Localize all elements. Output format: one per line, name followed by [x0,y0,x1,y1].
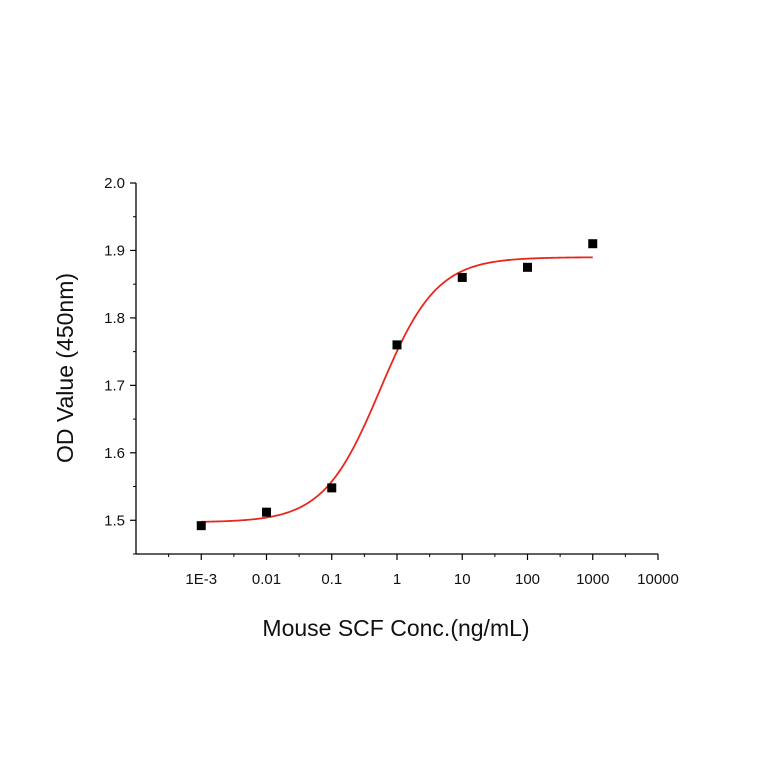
y-tick-label: 1.8 [104,310,125,327]
y-tick-label: 1.5 [104,512,125,529]
x-axis-title: Mouse SCF Conc.(ng/mL) [262,615,529,641]
x-tick-label: 100 [515,571,540,588]
axes-layer: 1.5 1.6 1.7 1.8 1.9 2.0 1E-3 0.01 0.1 1 10 100 1000 1… [104,175,679,588]
x-tick-label: 0.01 [252,571,281,588]
y-axis-title: OD Value (450nm) [52,273,78,463]
x-tick-label: 1E-3 [185,571,217,588]
data-point [392,340,402,350]
x-tick-label: 1000 [576,571,609,588]
y-tick-label: 2.0 [104,175,125,192]
fit-curve-line [201,256,593,523]
data-point [588,239,598,249]
x-tick-label: 10 [454,571,471,588]
data-point [196,521,206,531]
data-point [457,272,467,282]
data-point [327,483,337,493]
data-point [523,262,532,272]
x-tick-label: 0.1 [321,571,342,588]
data-point [262,507,271,517]
y-tick-label: 1.7 [104,377,125,394]
x-tick-label: 1 [393,571,401,588]
y-tick-label: 1.6 [104,445,125,462]
points-layer [196,239,598,531]
curve-layer [201,256,593,523]
x-tick-label: 10000 [637,571,679,588]
y-tick-label: 1.9 [104,242,125,259]
